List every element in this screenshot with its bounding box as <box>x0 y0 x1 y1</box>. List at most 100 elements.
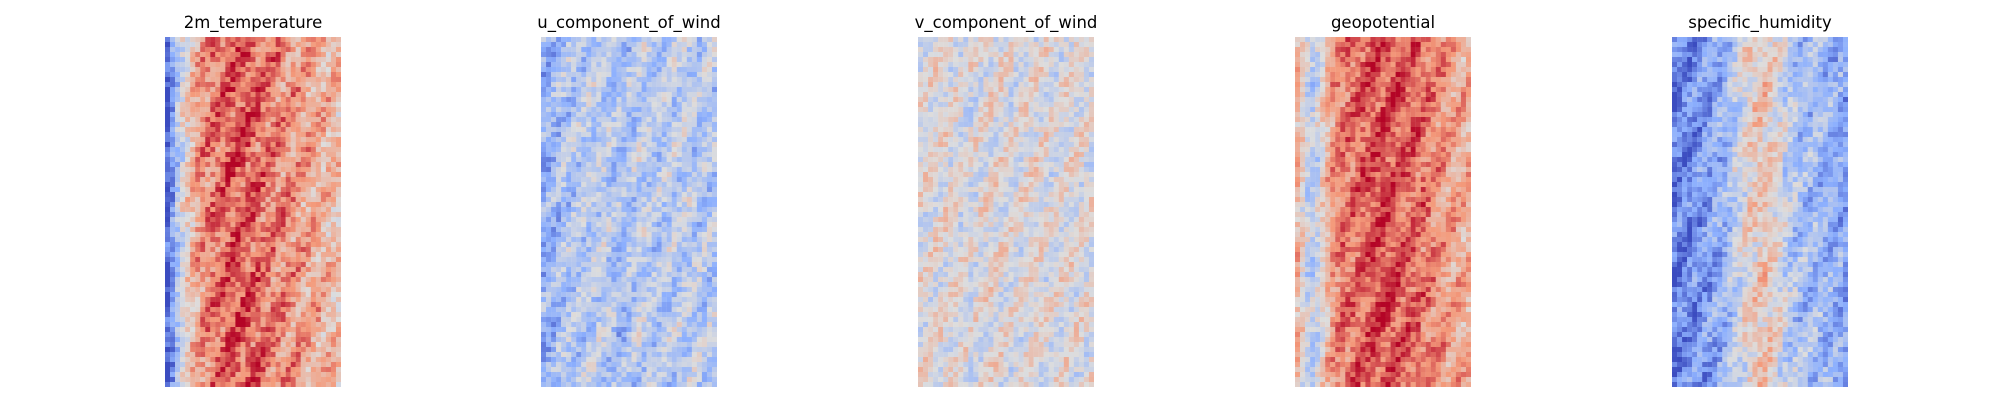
heatmap-cell <box>657 272 662 277</box>
heatmap-cell <box>205 342 210 347</box>
heatmap-cell <box>652 172 657 177</box>
heatmap-cell <box>551 302 556 307</box>
heatmap-cell <box>215 72 220 77</box>
heatmap-cell <box>591 137 596 142</box>
heatmap-cell <box>647 277 652 282</box>
heatmap-cell <box>266 382 271 387</box>
heatmap-cell <box>611 57 616 62</box>
heatmap-cell <box>271 107 276 112</box>
heatmap-cell <box>707 152 712 157</box>
heatmap-cell <box>596 272 601 277</box>
heatmap-cell <box>571 257 576 262</box>
heatmap-cell <box>647 207 652 212</box>
heatmap-cell <box>281 82 286 87</box>
heatmap-cell <box>175 97 180 102</box>
heatmap-cell <box>637 177 642 182</box>
heatmap-cell <box>1014 42 1019 47</box>
heatmap-cell <box>637 262 642 267</box>
heatmap-cell <box>220 177 225 182</box>
heatmap-cell <box>918 37 923 42</box>
heatmap-cell <box>276 262 281 267</box>
heatmap-cell <box>591 152 596 157</box>
heatmap-cell <box>546 342 551 347</box>
heatmap-cell <box>316 132 321 137</box>
heatmap-cell <box>200 177 205 182</box>
heatmap-cell <box>281 277 286 282</box>
heatmap-cell <box>266 47 271 52</box>
heatmap-cell <box>611 177 616 182</box>
heatmap-cell <box>205 352 210 357</box>
heatmap-cell <box>687 197 692 202</box>
heatmap-cell <box>566 157 571 162</box>
heatmap-cell <box>1074 42 1079 47</box>
heatmap-cell <box>707 52 712 57</box>
heatmap-cell <box>611 262 616 267</box>
heatmap-cell <box>165 202 170 207</box>
heatmap-cell <box>652 362 657 367</box>
heatmap-cell <box>541 217 546 222</box>
heatmap-cell <box>586 167 591 172</box>
heatmap-cell <box>281 97 286 102</box>
heatmap-cell <box>1064 37 1069 42</box>
heatmap-cell <box>601 42 606 47</box>
heatmap-cell <box>637 382 642 387</box>
heatmap-cell <box>190 247 195 252</box>
heatmap-cell <box>541 102 546 107</box>
heatmap-cell <box>316 107 321 112</box>
heatmap-cell <box>566 177 571 182</box>
heatmap-cell <box>256 342 261 347</box>
heatmap-cell <box>667 357 672 362</box>
heatmap-cell <box>551 377 556 382</box>
heatmap-cell <box>692 372 697 377</box>
heatmap-cell <box>667 302 672 307</box>
heatmap-cell <box>250 362 255 367</box>
heatmap-cell <box>276 172 281 177</box>
heatmap-cell <box>220 197 225 202</box>
heatmap-cell <box>586 272 591 277</box>
heatmap-cell <box>541 232 546 237</box>
heatmap-cell <box>667 282 672 287</box>
heatmap-cell <box>637 247 642 252</box>
heatmap-cell <box>286 297 291 302</box>
heatmap-cell <box>993 47 998 52</box>
heatmap-cell <box>672 217 677 222</box>
heatmap-cell <box>576 287 581 292</box>
heatmap-cell <box>185 137 190 142</box>
heatmap-cell <box>672 52 677 57</box>
heatmap-cell <box>250 327 255 332</box>
heatmap-cell <box>697 42 702 47</box>
heatmap-cell <box>230 167 235 172</box>
heatmap-cell <box>291 82 296 87</box>
heatmap-cell <box>576 127 581 132</box>
heatmap-cell <box>637 162 642 167</box>
heatmap-cell <box>546 187 551 192</box>
heatmap-cell <box>637 142 642 147</box>
heatmap-cell <box>215 277 220 282</box>
heatmap-cell <box>200 267 205 272</box>
heatmap-cell <box>180 267 185 272</box>
heatmap-cell <box>692 282 697 287</box>
heatmap-cell <box>261 37 266 42</box>
heatmap-cell <box>250 72 255 77</box>
heatmap-cell <box>692 62 697 67</box>
heatmap-cell <box>271 222 276 227</box>
heatmap-cell <box>276 292 281 297</box>
heatmap-cell <box>672 282 677 287</box>
heatmap-cell <box>195 37 200 42</box>
heatmap-cell <box>276 127 281 132</box>
heatmap-cell <box>576 122 581 127</box>
heatmap-cell <box>702 187 707 192</box>
heatmap-cell <box>291 242 296 247</box>
heatmap-cell <box>261 327 266 332</box>
heatmap-cell <box>632 102 637 107</box>
heatmap-cell <box>195 307 200 312</box>
heatmap-cell <box>190 92 195 97</box>
heatmap-cell <box>642 377 647 382</box>
heatmap-cell <box>296 152 301 157</box>
heatmap-cell <box>326 222 331 227</box>
heatmap-cell <box>958 37 963 42</box>
heatmap-cell <box>657 137 662 142</box>
heatmap-cell <box>561 187 566 192</box>
heatmap-cell <box>331 87 336 92</box>
heatmap-cell <box>541 342 546 347</box>
